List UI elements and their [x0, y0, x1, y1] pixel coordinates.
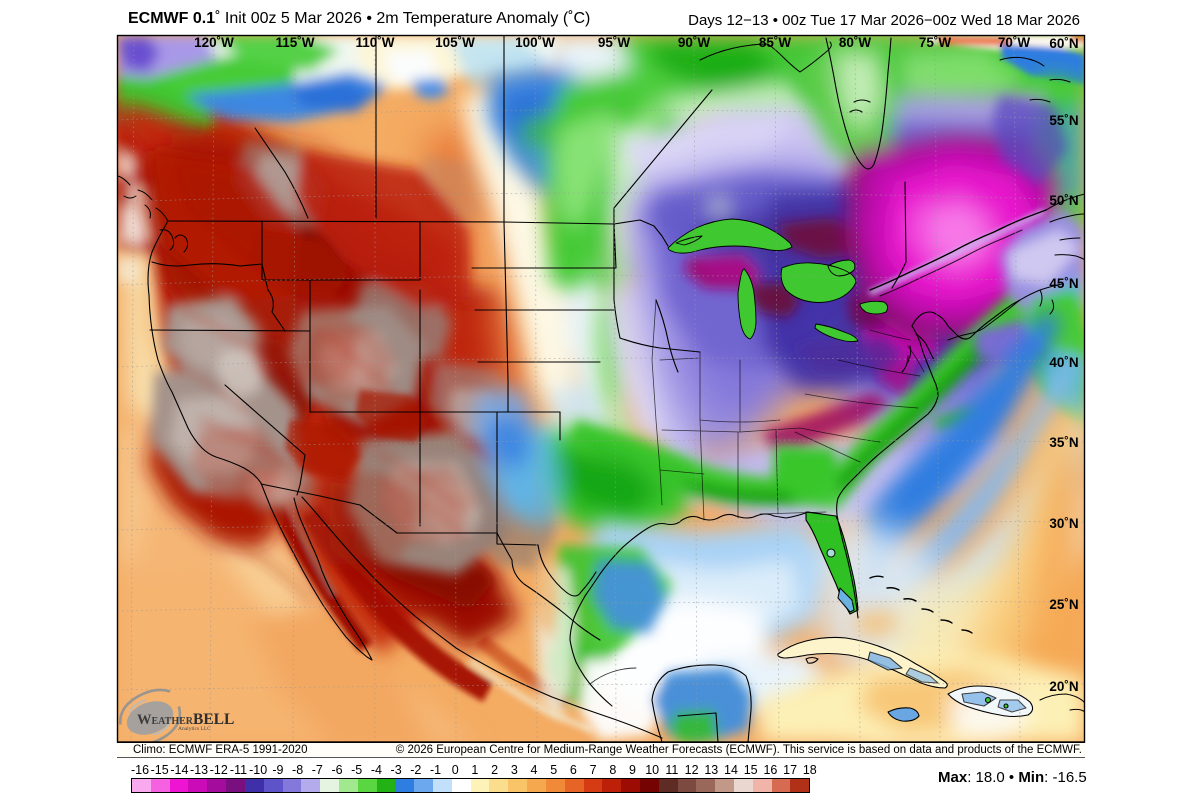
svg-text:60˚N: 60˚N	[1049, 36, 1078, 51]
svg-text:25˚N: 25˚N	[1049, 597, 1078, 612]
svg-text:45˚N: 45˚N	[1049, 276, 1078, 291]
svg-text:85˚W: 85˚W	[759, 35, 792, 50]
svg-text:20˚N: 20˚N	[1049, 679, 1078, 694]
svg-text:115˚W: 115˚W	[275, 35, 314, 50]
svg-text:80˚W: 80˚W	[839, 35, 872, 50]
svg-text:Analytics LLC: Analytics LLC	[178, 726, 211, 732]
svg-text:70˚W: 70˚W	[998, 35, 1031, 50]
svg-text:35˚N: 35˚N	[1049, 435, 1078, 450]
svg-text:105˚W: 105˚W	[435, 35, 475, 50]
svg-text:110˚W: 110˚W	[355, 35, 394, 50]
svg-text:120˚W: 120˚W	[194, 35, 234, 50]
svg-text:30˚N: 30˚N	[1049, 516, 1078, 531]
svg-text:95˚W: 95˚W	[598, 35, 631, 50]
svg-text:WEATHERBELL: WEATHERBELL	[137, 711, 234, 728]
svg-text:50˚N: 50˚N	[1049, 193, 1078, 208]
svg-text:75˚W: 75˚W	[919, 35, 952, 50]
svg-text:90˚W: 90˚W	[678, 35, 711, 50]
svg-text:55˚N: 55˚N	[1049, 113, 1078, 128]
svg-text:100˚W: 100˚W	[515, 35, 555, 50]
svg-text:40˚N: 40˚N	[1049, 355, 1078, 370]
